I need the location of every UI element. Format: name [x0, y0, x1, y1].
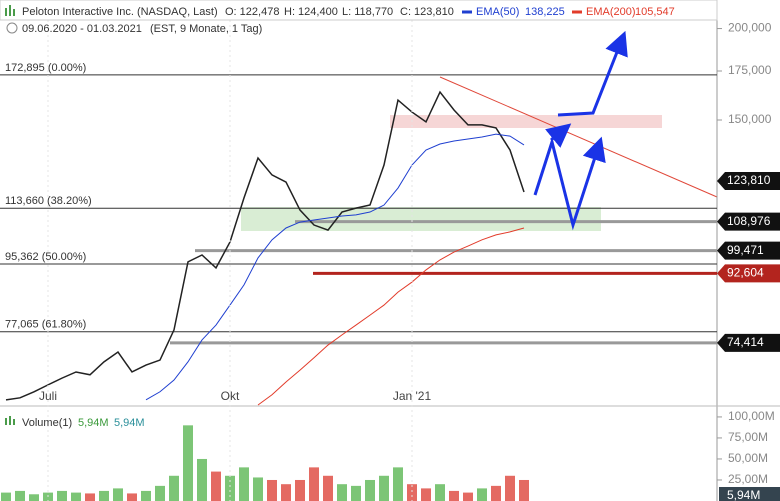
volume-bar: [337, 484, 347, 501]
volume-bar: [351, 485, 361, 501]
volume-legend-value: 5,94M: [78, 417, 109, 429]
fib-label: 95,362 (50.00%): [5, 251, 86, 263]
volume-bar: [113, 488, 123, 501]
volume-bar: [29, 494, 39, 501]
volume-bar: [477, 488, 487, 501]
forecast-arrow: [545, 123, 572, 148]
icon: [6, 22, 18, 34]
price-tag: [717, 172, 780, 191]
y-tick-label: 200,000: [728, 21, 772, 35]
x-tick-label: Okt: [221, 389, 240, 403]
x-tick-label: Juli: [39, 389, 57, 403]
icon: [5, 8, 7, 16]
forecast-arrow: [557, 30, 628, 117]
plot: [0, 20, 717, 501]
volume-tag-label: 5,94M: [727, 488, 760, 501]
y-tick-label: 50,00M: [728, 451, 768, 465]
price-tag-label: 99,471: [727, 243, 764, 257]
legend-value: 138,225: [525, 6, 565, 18]
trend-line: [439, 76, 718, 198]
price-tag: [717, 241, 780, 260]
icon: [9, 5, 11, 16]
chart-title: Peloton Interactive Inc. (NASDAQ, Last): [22, 6, 218, 18]
volume-bar: [155, 485, 165, 501]
resistance-zone: [390, 115, 662, 128]
volume-bar: [1, 492, 11, 501]
price-tag-label: 123,810: [727, 173, 771, 187]
volume-bar: [267, 479, 277, 501]
volume-bar: [141, 490, 151, 501]
volume-bar: [99, 490, 109, 501]
ohlc: C: 123,810: [400, 6, 454, 18]
price-tag-label: 74,414: [727, 335, 764, 349]
series-line: [145, 133, 525, 401]
price-tag: [717, 264, 780, 283]
volume-bar: [379, 475, 389, 501]
price-tag: [717, 333, 780, 352]
volume-bar: [85, 493, 95, 501]
volume-bar: [491, 485, 501, 501]
volume-bar: [127, 493, 137, 501]
volume-bar: [435, 484, 445, 501]
fib-label: 77,065 (61.80%): [5, 319, 86, 331]
volume-legend-value: 5,94M: [114, 417, 145, 429]
volume-bar: [393, 467, 403, 501]
volume-bar: [365, 479, 375, 501]
legend-label: EMA(50): [476, 6, 519, 18]
ohlc: L: 118,770: [342, 6, 393, 18]
volume-bar: [15, 490, 25, 501]
ohlc: O: 122,478: [225, 6, 279, 18]
volume-bar: [463, 492, 473, 501]
y-tick-label: 75,00M: [728, 430, 768, 444]
y-tick-label: 25,00M: [728, 472, 768, 486]
volume-bar: [421, 488, 431, 501]
volume-bar: [323, 475, 333, 501]
y-tick-label: 100,00M: [728, 409, 775, 423]
legend-value: 105,547: [635, 6, 675, 18]
volume-bar: [71, 492, 81, 501]
volume-bar: [169, 475, 179, 501]
icon: [9, 416, 11, 425]
volume-tag: [719, 487, 780, 501]
price-tag: [717, 212, 780, 231]
volume-bar: [281, 484, 291, 501]
volume-bar: [309, 467, 319, 501]
volume-bar: [295, 479, 305, 501]
icon: [13, 419, 15, 425]
period: 09.06.2020 - 01.03.2021: [22, 23, 142, 35]
volume-bar: [239, 467, 249, 501]
volume-bar: [197, 458, 207, 501]
volume-bar: [505, 475, 515, 501]
ohlc: H: 124,400: [284, 6, 338, 18]
fib-label: 113,660 (38.20%): [5, 195, 92, 207]
series-line: [257, 227, 525, 406]
price-tag-label: 108,976: [727, 214, 771, 228]
x-tick-label: Jan '21: [393, 389, 432, 403]
support-zone: [241, 207, 601, 231]
volume-bar: [253, 477, 263, 501]
y-tick-label: 150,000: [728, 112, 772, 126]
volume-bar: [519, 479, 529, 501]
volume-bar: [183, 425, 193, 501]
header-box: [0, 0, 718, 21]
period-note: (EST, 9 Monate, 1 Tag): [150, 23, 262, 35]
legend-label: EMA(200): [586, 6, 636, 18]
forecast-arrow: [533, 136, 606, 231]
volume-bar: [57, 490, 67, 501]
icon: [13, 9, 15, 16]
price-tag-label: 92,604: [727, 266, 764, 280]
volume-bar: [225, 475, 235, 501]
volume-legend: Volume(1): [22, 417, 72, 429]
fib-label: 172,895 (0.00%): [5, 62, 86, 74]
series-line: [5, 90, 525, 401]
volume-bar: [449, 490, 459, 501]
y-tick-label: 175,000: [728, 63, 772, 77]
volume-bar: [211, 471, 221, 501]
volume-bar: [407, 484, 417, 501]
icon: [5, 418, 7, 425]
